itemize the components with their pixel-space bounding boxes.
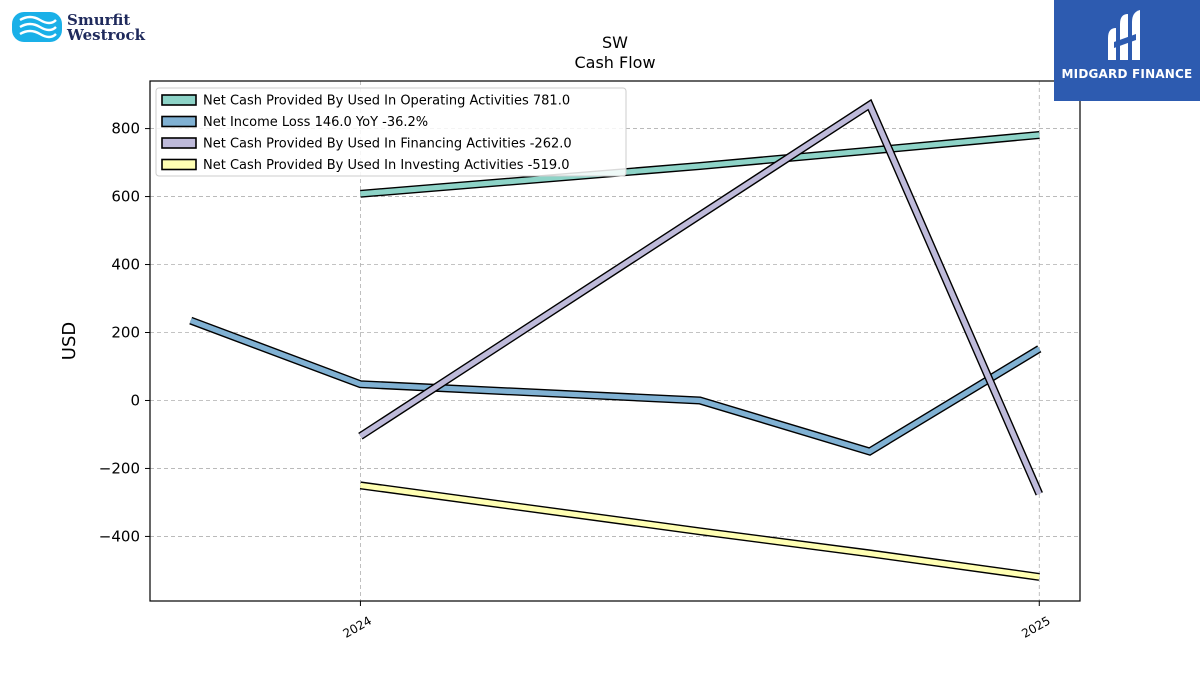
legend-box [155,87,627,177]
company-logo: Smurfit Westrock [12,11,146,44]
legend-swatch-2 [161,115,197,128]
y-tick-label: 800 [111,120,140,138]
x-tick-label: 2024 [340,613,373,640]
finance-name: MIDGARD FINANCE [1061,67,1193,81]
finance-logo: MIDGARD FINANCE [1054,0,1200,101]
y-tick-label: 600 [111,188,140,206]
y-tick-label: −400 [99,527,140,545]
company-name-line1: Smurfit [67,11,130,29]
company-logo-mark [12,12,62,42]
legend-label-4: Net Cash Provided By Used In Investing A… [203,158,570,173]
legend-label-1: Net Cash Provided By Used In Operating A… [203,94,570,109]
legend-swatch-4 [161,158,197,171]
chart-title: SW [602,33,628,52]
series-lines [189,98,1043,581]
y-tick-label: 200 [111,324,140,342]
plot-frame [149,80,1081,602]
company-name-line2: Westrock [66,26,146,44]
series-line-4 [360,482,1040,580]
y-tick-label: −200 [99,459,140,477]
legend-swatch-1 [161,94,197,106]
y-tick-label: 0 [130,391,140,409]
legend-label-2: Net Income Loss 146.0 YoY -36.2% [203,115,428,130]
series-line-3 [358,100,1042,495]
series-outline-2 [189,316,1042,456]
series-line-2 [189,318,1041,455]
chart-subtitle: Cash Flow [574,53,655,72]
y-axis-label: USD [59,322,80,360]
legend-label-3: Net Cash Provided By Used In Financing A… [203,137,572,152]
legend-swatch-3 [161,137,197,149]
finance-logo-mark [1108,10,1140,60]
legend: Net Cash Provided By Used In Operating A… [155,87,627,177]
y-tick-label: 400 [111,256,140,274]
x-tick-label: 2025 [1019,613,1052,640]
company-logo-waves [19,15,57,39]
